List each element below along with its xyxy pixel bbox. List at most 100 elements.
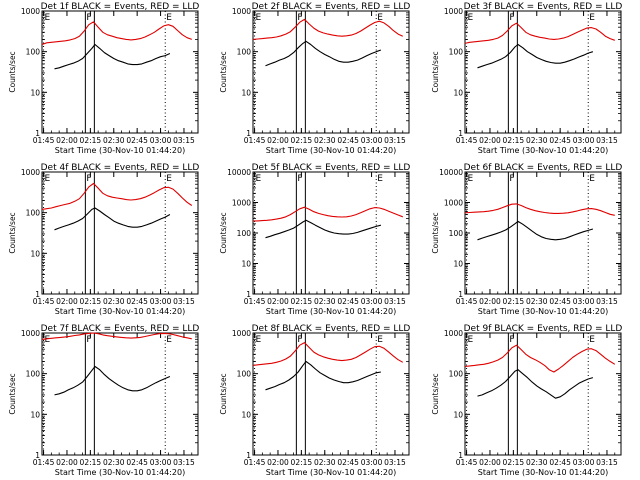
axes-frame (41, 171, 199, 295)
y-axis-label: Counts/sec (8, 212, 17, 253)
x-tick-label: 02:45 (337, 297, 359, 306)
y-tick-label: 100 (26, 209, 41, 218)
x-tick-label: 01:45 (244, 136, 266, 145)
x-tick-label: 01:45 (456, 458, 478, 467)
axes-frame (252, 332, 410, 456)
x-tick-label: 01:45 (244, 458, 266, 467)
x-tick-label: 02:45 (126, 297, 148, 306)
y-axis-label: Counts/sec (8, 373, 17, 414)
y-tick-label: 1000 (444, 329, 463, 338)
flare-marker-box (507, 332, 518, 456)
x-tick-label: 02:00 (479, 136, 501, 145)
x-tick-label: 02:45 (549, 136, 571, 145)
x-tick-label: 03:15 (173, 136, 195, 145)
lld-series-line (41, 182, 193, 210)
y-tick-label: 1 (458, 290, 463, 299)
x-tick-label: 02:00 (267, 136, 289, 145)
x-tick-label: 02:30 (103, 458, 125, 467)
x-tick-label: 03:15 (384, 297, 406, 306)
x-tick-label: 03:15 (173, 297, 195, 306)
x-tick-label: 02:15 (503, 297, 525, 306)
y-tick-label: 100 (237, 48, 252, 57)
events-series-line (54, 365, 171, 396)
y-tick-label: 1000 (21, 7, 40, 16)
y-axis-label: Counts/sec (431, 51, 440, 92)
y-tick-label: 10000 (439, 168, 463, 177)
event-marker-label: E (166, 174, 172, 184)
chart-title: Det 7f BLACK = Events, RED = LLD (41, 324, 200, 334)
detector-panel: Det 1f BLACK = Events, RED = LLD 1 10 100 10… (8, 2, 199, 155)
x-tick-label: 02:15 (503, 136, 525, 145)
x-tick-label: 02:45 (126, 458, 148, 467)
flare-marker-box (507, 10, 518, 134)
events-series-line (265, 40, 382, 67)
x-tick-label: 03:00 (361, 136, 383, 145)
y-tick-label: 100 (237, 370, 252, 379)
lld-series-line (252, 18, 404, 40)
event-marker-label: E (45, 13, 51, 23)
x-axis-label: Start Time (30-Nov-10 01:44:20) (55, 307, 185, 316)
x-tick-label: 01:45 (244, 297, 266, 306)
x-tick-label: 02:00 (267, 297, 289, 306)
y-tick-label: 10 (30, 249, 40, 258)
x-tick-label: 02:15 (80, 458, 102, 467)
flare-marker-label: F (86, 335, 91, 345)
x-tick-label: 02:15 (80, 136, 102, 145)
x-tick-label: 03:00 (361, 297, 383, 306)
detector-panel: Det 8f BLACK = Events, RED = LLD 1 10 100 10… (219, 324, 410, 477)
x-tick-label: 03:15 (596, 136, 618, 145)
x-tick-label: 02:00 (56, 136, 78, 145)
x-tick-label: 03:00 (573, 458, 595, 467)
y-tick-label: 1000 (444, 7, 463, 16)
detector-panel: Det 3f BLACK = Events, RED = LLD 1 10 100 10… (431, 2, 622, 155)
x-tick-label: 02:45 (126, 136, 148, 145)
lld-series-line (464, 203, 615, 216)
lld-series-line (464, 344, 616, 373)
x-tick-label: 03:15 (596, 458, 618, 467)
y-tick-label: 10 (241, 260, 251, 269)
events-series-line (477, 220, 594, 241)
event-marker-label: E (377, 13, 383, 23)
y-tick-label: 1000 (232, 329, 251, 338)
y-tick-label: 100 (26, 370, 41, 379)
event-marker-label: E (166, 335, 172, 345)
flare-marker-box (84, 171, 95, 295)
y-tick-label: 1000 (21, 168, 40, 177)
x-axis-label: Start Time (30-Nov-10 01:44:20) (478, 146, 608, 155)
chart-title: Det 8f BLACK = Events, RED = LLD (252, 324, 411, 334)
y-tick-label: 10 (453, 410, 463, 419)
flare-marker-label: F (509, 174, 514, 184)
x-tick-label: 02:30 (103, 297, 125, 306)
y-tick-label: 1 (246, 290, 251, 299)
lld-series-line (252, 342, 404, 366)
flare-marker-label: F (509, 13, 514, 23)
axes-frame (41, 332, 199, 456)
flare-marker-label: F (297, 174, 302, 184)
x-tick-label: 02:30 (526, 297, 548, 306)
x-axis-label: Start Time (30-Nov-10 01:44:20) (266, 307, 396, 316)
x-tick-label: 02:45 (337, 458, 359, 467)
x-tick-label: 03:00 (573, 297, 595, 306)
flare-marker-box (295, 10, 306, 134)
y-tick-label: 1000 (444, 199, 463, 208)
event-marker-label: E (468, 174, 474, 184)
y-axis-label: Counts/sec (8, 51, 17, 92)
flare-marker-box (295, 171, 306, 295)
y-tick-label: 1 (458, 129, 463, 138)
x-tick-label: 02:15 (80, 297, 102, 306)
event-marker-label: E (45, 335, 51, 345)
events-series-line (477, 43, 594, 69)
x-tick-label: 01:45 (456, 136, 478, 145)
y-tick-label: 1000 (21, 329, 40, 338)
flare-marker-box (84, 332, 95, 456)
y-tick-label: 1000 (232, 7, 251, 16)
chart-title: Det 6f BLACK = Events, RED = LLD (464, 163, 623, 173)
events-series-line (54, 207, 171, 231)
x-axis-label: Start Time (30-Nov-10 01:44:20) (55, 468, 185, 477)
x-tick-label: 02:00 (267, 458, 289, 467)
chart-title: Det 9f BLACK = Events, RED = LLD (464, 324, 623, 334)
flare-marker-box (84, 10, 95, 134)
y-tick-label: 1 (246, 129, 251, 138)
x-tick-label: 02:45 (549, 297, 571, 306)
x-tick-label: 02:30 (314, 297, 336, 306)
